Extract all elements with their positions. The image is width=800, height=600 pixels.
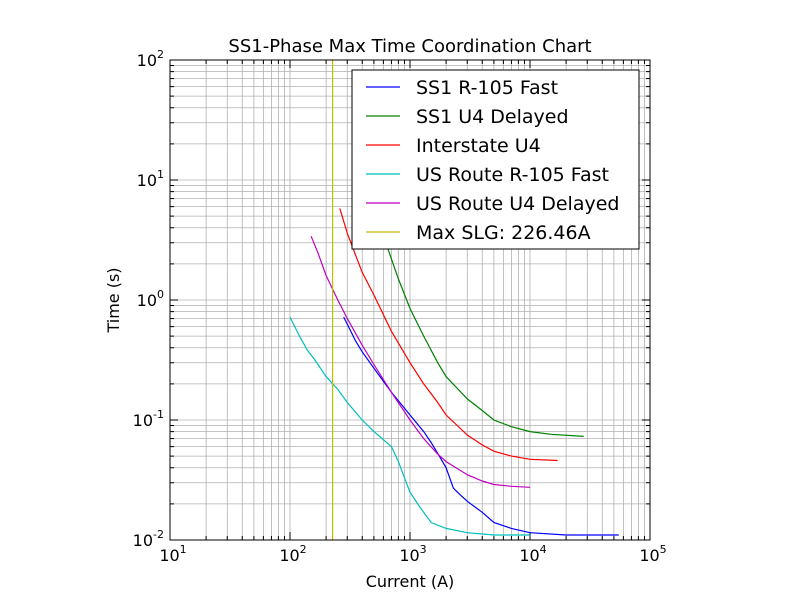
series-line [339,208,558,462]
series-line [289,316,530,536]
y-tick-label: 102 [137,48,164,70]
legend-label: Interstate U4 [416,135,541,157]
x-tick-label: 104 [519,543,546,565]
legend-label: US Route U4 Delayed [416,193,619,215]
chart-title: SS1-Phase Max Time Coordination Chart [228,36,591,57]
y-axis-title: Time (s) [104,267,123,333]
tick-labels: 101 102 103 104 105 10-2 10-1 100 101 102 [133,48,667,565]
grid [169,60,650,541]
series-line [310,235,531,488]
y-tick-label: 10-2 [133,528,164,550]
legend-box [351,69,640,250]
y-tick-label: 101 [137,168,164,190]
legend-label: US Route R-105 Fast [416,164,609,186]
plot-frame [169,59,651,541]
series-line [343,316,619,536]
x-tick-label: 105 [639,543,666,565]
y-tick-label: 10-1 [133,408,164,430]
legend-label: SS1 U4 Delayed [416,106,569,128]
series-lines [289,60,619,540]
legend: SS1 R-105 Fast SS1 U4 Delayed Interstate U… [351,69,640,250]
y-tick-label: 100 [137,288,164,310]
ticks [169,60,650,541]
x-tick-label: 102 [279,543,306,565]
x-tick-label: 101 [159,543,186,565]
legend-label: SS1 R-105 Fast [416,77,558,99]
x-axis-title: Current (A) [366,572,455,591]
x-tick-label: 103 [399,543,426,565]
series-line [385,242,584,437]
legend-label: Max SLG: 226.46A [416,222,591,244]
